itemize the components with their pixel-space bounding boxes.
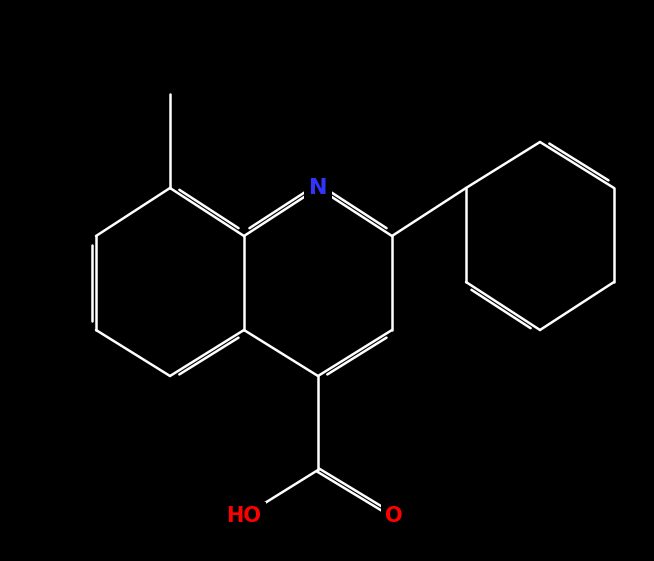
Text: O: O <box>385 506 403 526</box>
Text: N: N <box>309 178 327 198</box>
Text: HO: HO <box>226 506 262 526</box>
